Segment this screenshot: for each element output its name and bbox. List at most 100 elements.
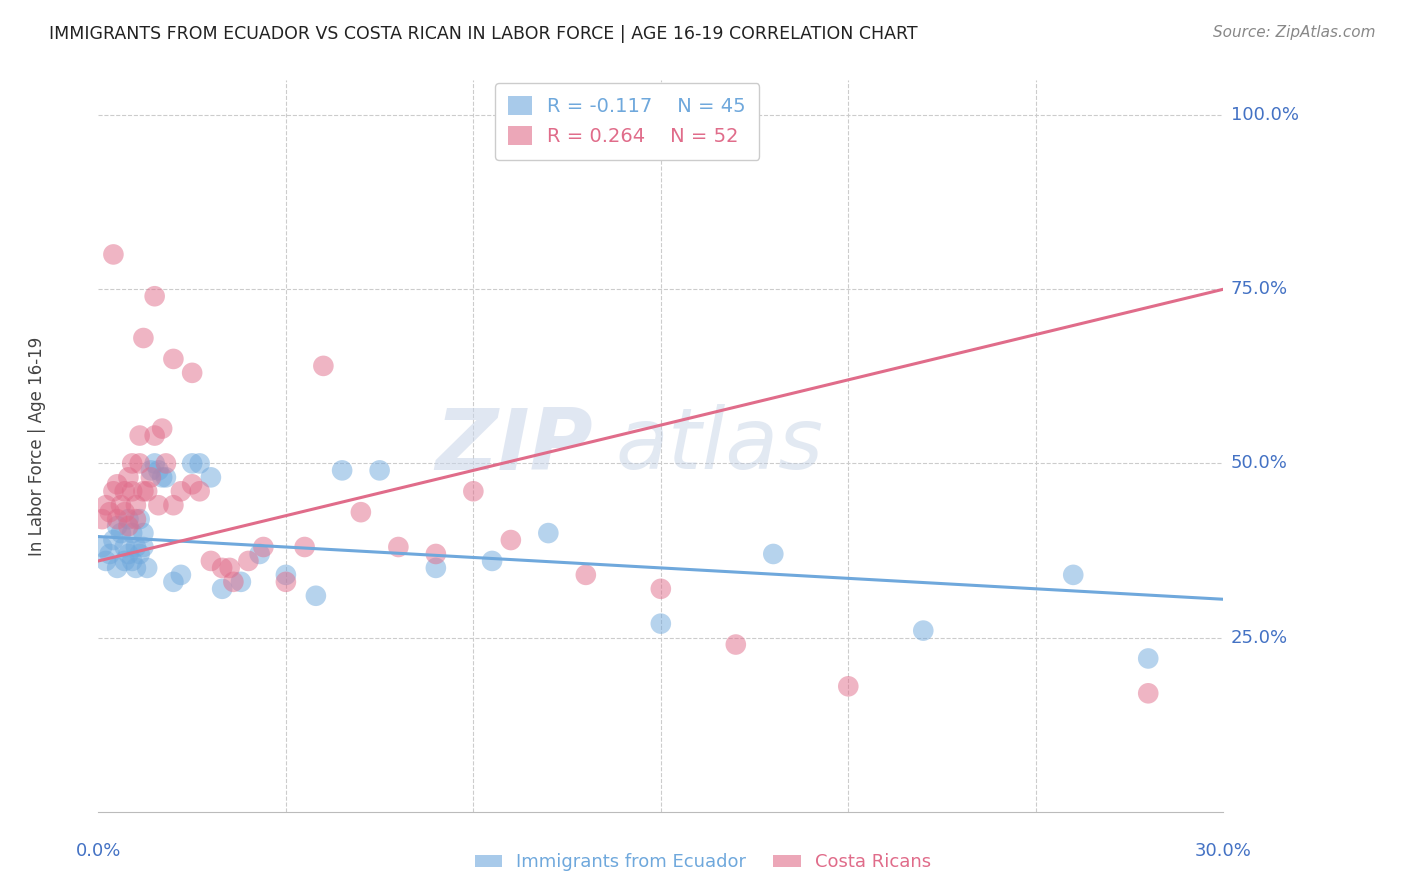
Point: [188, 457, 211, 471]
Point: [463, 484, 485, 499]
Point: [139, 470, 162, 484]
Point: [132, 526, 155, 541]
Point: [170, 567, 193, 582]
Point: [91, 512, 114, 526]
Point: [575, 567, 598, 582]
Point: [181, 366, 204, 380]
Point: [121, 554, 143, 568]
Point: [312, 359, 335, 373]
Point: [162, 351, 184, 366]
Text: Source: ZipAtlas.com: Source: ZipAtlas.com: [1212, 25, 1375, 40]
Point: [222, 574, 245, 589]
Point: [114, 554, 136, 568]
Point: [294, 540, 316, 554]
Point: [211, 582, 233, 596]
Legend: Immigrants from Ecuador, Costa Ricans: Immigrants from Ecuador, Costa Ricans: [468, 847, 938, 879]
Point: [330, 463, 353, 477]
Point: [143, 457, 166, 471]
Point: [105, 477, 128, 491]
Point: [125, 561, 148, 575]
Point: [368, 463, 391, 477]
Point: [1137, 686, 1160, 700]
Point: [837, 679, 859, 693]
Point: [128, 547, 150, 561]
Point: [1062, 567, 1084, 582]
Point: [105, 561, 128, 575]
Point: [91, 540, 114, 554]
Point: [274, 567, 297, 582]
Text: 75.0%: 75.0%: [1230, 280, 1288, 298]
Point: [1137, 651, 1160, 665]
Point: [117, 519, 139, 533]
Point: [650, 582, 672, 596]
Point: [143, 289, 166, 303]
Point: [481, 554, 503, 568]
Point: [150, 421, 173, 435]
Point: [238, 554, 260, 568]
Point: [114, 484, 136, 499]
Point: [132, 331, 155, 345]
Point: [724, 638, 747, 652]
Point: [103, 247, 125, 261]
Point: [121, 526, 143, 541]
Point: [117, 470, 139, 484]
Point: [211, 561, 233, 575]
Point: [105, 512, 128, 526]
Point: [132, 540, 155, 554]
Point: [249, 547, 271, 561]
Point: [305, 589, 328, 603]
Point: [499, 533, 522, 547]
Text: 25.0%: 25.0%: [1230, 629, 1288, 647]
Text: 50.0%: 50.0%: [1230, 454, 1288, 473]
Text: ZIP: ZIP: [436, 404, 593, 488]
Point: [132, 484, 155, 499]
Point: [762, 547, 785, 561]
Point: [387, 540, 409, 554]
Point: [181, 477, 204, 491]
Text: atlas: atlas: [616, 404, 824, 488]
Point: [125, 512, 148, 526]
Point: [128, 457, 150, 471]
Point: [274, 574, 297, 589]
Point: [121, 484, 143, 499]
Point: [98, 547, 121, 561]
Point: [125, 540, 148, 554]
Legend: R = -0.117    N = 45, R = 0.264    N = 52: R = -0.117 N = 45, R = 0.264 N = 52: [495, 83, 759, 160]
Point: [114, 540, 136, 554]
Point: [128, 428, 150, 442]
Point: [143, 428, 166, 442]
Text: 100.0%: 100.0%: [1230, 106, 1299, 124]
Point: [229, 574, 252, 589]
Point: [110, 526, 132, 541]
Point: [128, 512, 150, 526]
Point: [425, 561, 447, 575]
Point: [425, 547, 447, 561]
Text: 30.0%: 30.0%: [1195, 842, 1251, 860]
Point: [162, 498, 184, 512]
Point: [350, 505, 373, 519]
Point: [912, 624, 935, 638]
Point: [252, 540, 274, 554]
Point: [200, 470, 222, 484]
Point: [136, 484, 159, 499]
Point: [162, 574, 184, 589]
Text: IMMIGRANTS FROM ECUADOR VS COSTA RICAN IN LABOR FORCE | AGE 16-19 CORRELATION CH: IMMIGRANTS FROM ECUADOR VS COSTA RICAN I…: [49, 25, 918, 43]
Point: [155, 470, 177, 484]
Point: [117, 512, 139, 526]
Text: In Labor Force | Age 16-19: In Labor Force | Age 16-19: [28, 336, 45, 556]
Text: 0.0%: 0.0%: [76, 842, 121, 860]
Point: [98, 505, 121, 519]
Point: [94, 498, 117, 512]
Point: [218, 561, 240, 575]
Point: [170, 484, 193, 499]
Point: [94, 554, 117, 568]
Point: [148, 498, 170, 512]
Point: [136, 561, 159, 575]
Point: [121, 457, 143, 471]
Point: [139, 463, 162, 477]
Point: [200, 554, 222, 568]
Point: [103, 533, 125, 547]
Point: [114, 505, 136, 519]
Point: [117, 547, 139, 561]
Point: [103, 484, 125, 499]
